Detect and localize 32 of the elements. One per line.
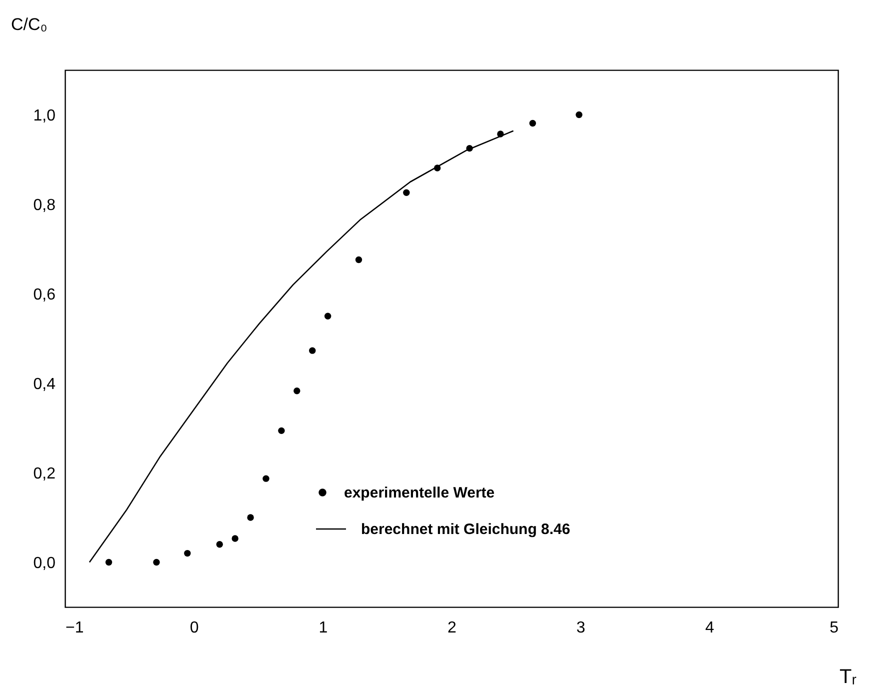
x-tick-label: 4	[705, 620, 714, 636]
x-tick-label: 3	[576, 620, 586, 636]
point	[294, 388, 300, 394]
x-tick-label: −1	[66, 620, 84, 636]
y-tick-label: 0,4	[33, 376, 56, 393]
point	[262, 475, 270, 482]
x-tick-label: 5	[830, 620, 839, 636]
y-tick-label: 0,8	[33, 196, 56, 214]
x-tick-label: 0	[190, 620, 199, 636]
point	[153, 558, 160, 566]
x-axis-title: Tᵣ	[839, 666, 857, 688]
y-tick-label: 0,0	[33, 554, 56, 572]
point	[403, 189, 410, 196]
point	[278, 427, 285, 434]
point	[529, 120, 536, 127]
point	[324, 312, 332, 320]
point	[309, 347, 316, 354]
y-tick-label: 0,6	[33, 286, 56, 304]
point	[576, 111, 582, 118]
point	[247, 514, 254, 521]
legend-label: berechnet mit Gleichung 8.46	[361, 521, 570, 538]
point	[184, 550, 191, 557]
point	[216, 541, 223, 548]
x-tick-label: 2	[448, 620, 457, 636]
y-tick-label: 1,0	[33, 107, 56, 124]
point	[105, 558, 112, 566]
point	[232, 535, 238, 542]
legend-label: experimentelle Werte	[344, 484, 495, 502]
y-axis-title: C/C₀	[11, 15, 48, 34]
x-tick-label: 1	[318, 620, 328, 636]
point	[355, 256, 362, 264]
y-tick-label: 0,2	[33, 465, 56, 482]
